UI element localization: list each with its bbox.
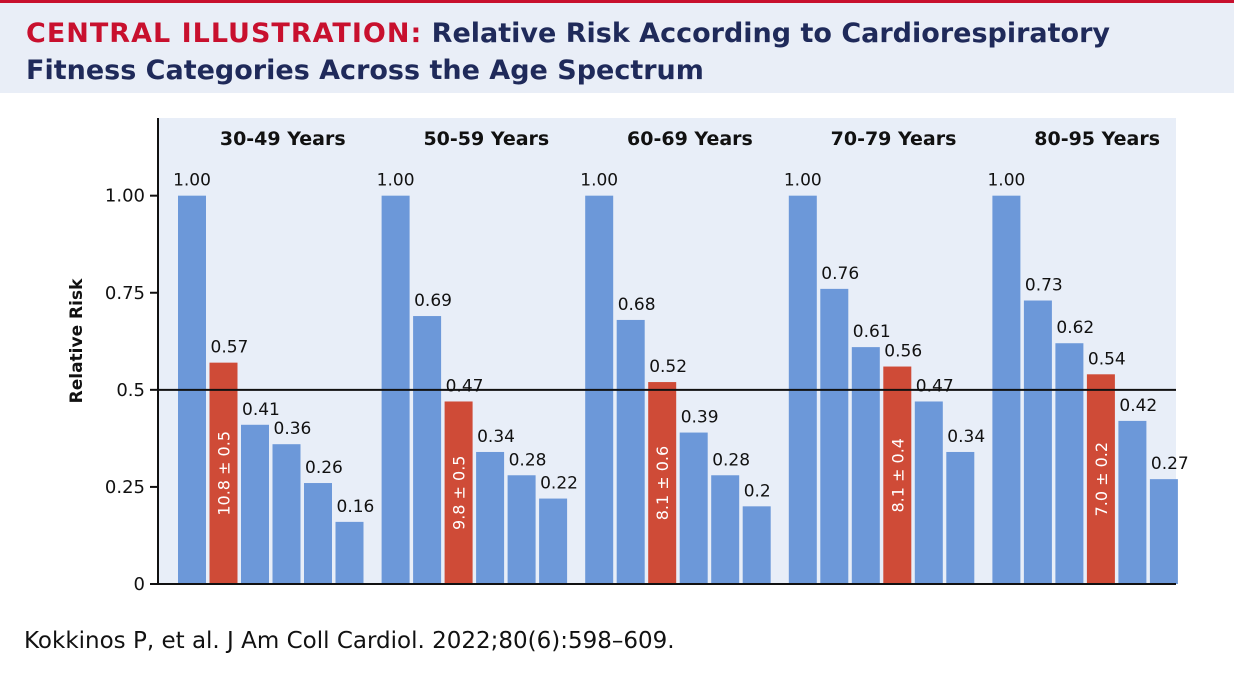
bar-value-label: 0.36 (274, 419, 312, 439)
header-title-line-1: CENTRAL ILLUSTRATION: Relative Risk Acco… (26, 15, 1234, 52)
highlight-bar-text: 7.0 ± 0.2 (1092, 442, 1111, 516)
bar-value-label: 0.28 (509, 450, 547, 470)
group-label: 50-59 Years (423, 128, 549, 150)
bar-value-label: 0.47 (916, 376, 954, 396)
bar-value-label: 0.57 (211, 338, 249, 358)
bar-value-label: 0.26 (305, 458, 343, 478)
bar-value-label: 0.76 (821, 264, 859, 284)
group-label: 70-79 Years (831, 128, 957, 150)
bar (507, 475, 536, 584)
bar-value-label: 0.56 (884, 342, 922, 362)
bar-value-label: 0.22 (540, 474, 578, 494)
citation: Kokkinos P, et al. J Am Coll Cardiol. 20… (24, 628, 675, 654)
bar-highlight (209, 362, 238, 584)
bar-value-label: 1.00 (580, 171, 618, 191)
bar (820, 288, 849, 584)
bar-value-label: 0.34 (947, 427, 985, 447)
bar-highlight (883, 366, 912, 584)
bar-value-label: 0.2 (744, 481, 771, 501)
bar (335, 521, 364, 584)
bar-value-label: 0.27 (1151, 454, 1189, 474)
bar (1118, 420, 1147, 584)
chart-area: 30-49 Years 1.00 0.57 10.8 ± 0.5 0.41 0.36 0.2… (0, 100, 1234, 605)
y-tick-label: 0.25 (105, 477, 145, 498)
bar (539, 498, 568, 584)
bar (304, 483, 332, 584)
bar-highlight (1086, 374, 1115, 584)
bar (241, 424, 269, 584)
bar-value-label: 0.16 (337, 497, 375, 517)
bar-value-label: 0.73 (1025, 276, 1063, 296)
bar (413, 316, 442, 584)
bar-value-label: 1.00 (784, 171, 822, 191)
y-tick-label: 0 (134, 574, 145, 595)
relative-risk-chart: 30-49 Years 1.00 0.57 10.8 ± 0.5 0.410.36 0.2… (67, 118, 1189, 595)
bar-value-label: 0.68 (618, 295, 656, 315)
bar-value-label: 0.41 (242, 400, 280, 420)
bar (711, 475, 740, 584)
bar-value-label: 0.52 (649, 357, 687, 377)
bar-value-label: 1.00 (173, 171, 211, 191)
highlight-bar-text: 8.1 ± 0.6 (653, 446, 672, 520)
bar-value-label: 0.28 (712, 450, 750, 470)
bar-value-label: 0.61 (853, 322, 891, 342)
bar (1055, 343, 1084, 584)
bar (946, 451, 975, 584)
highlight-bar-text: 8.1 ± 0.4 (888, 438, 907, 512)
bar (851, 347, 880, 584)
bar-highlight (444, 401, 473, 584)
group-label: 80-95 Years (1034, 128, 1160, 150)
y-tick-label: 0.75 (105, 283, 145, 304)
bar-value-label: 0.69 (414, 291, 452, 311)
bar-value-label: 1.00 (987, 171, 1025, 191)
illustration-header: CENTRAL ILLUSTRATION: Relative Risk Acco… (0, 3, 1234, 93)
y-tick-label: 0.5 (116, 380, 145, 401)
highlight-bar-text: 9.8 ± 0.5 (450, 456, 469, 530)
group-label: 30-49 Years (220, 128, 346, 150)
bar (476, 451, 505, 584)
bar-value-label: 0.39 (681, 408, 719, 428)
central-illustration-label: CENTRAL ILLUSTRATION: (26, 18, 423, 49)
bar (1149, 479, 1178, 584)
bar-value-label: 0.42 (1119, 396, 1157, 416)
group-label: 60-69 Years (627, 128, 753, 150)
bar-value-label: 0.62 (1056, 318, 1094, 338)
bar-value-label: 0.47 (446, 376, 484, 396)
header-top-rule (0, 0, 1234, 3)
bar-highlight (648, 382, 677, 584)
header-title-part-1: Relative Risk According to Cardiorespira… (431, 18, 1111, 49)
bar (742, 506, 771, 584)
bar (272, 444, 301, 584)
bar-value-label: 0.54 (1088, 349, 1126, 369)
bar (616, 319, 645, 584)
bar-value-label: 0.34 (477, 427, 515, 447)
bar-value-label: 1.00 (377, 171, 415, 191)
bar (914, 401, 943, 584)
y-axis-label: Relative Risk (67, 278, 87, 403)
bar (679, 432, 708, 584)
header-title-line-2: Fitness Categories Across the Age Spectr… (26, 55, 704, 86)
highlight-bar-text: 10.8 ± 0.5 (215, 431, 234, 516)
bar (1023, 300, 1052, 584)
y-tick-label: 1.00 (105, 186, 145, 207)
